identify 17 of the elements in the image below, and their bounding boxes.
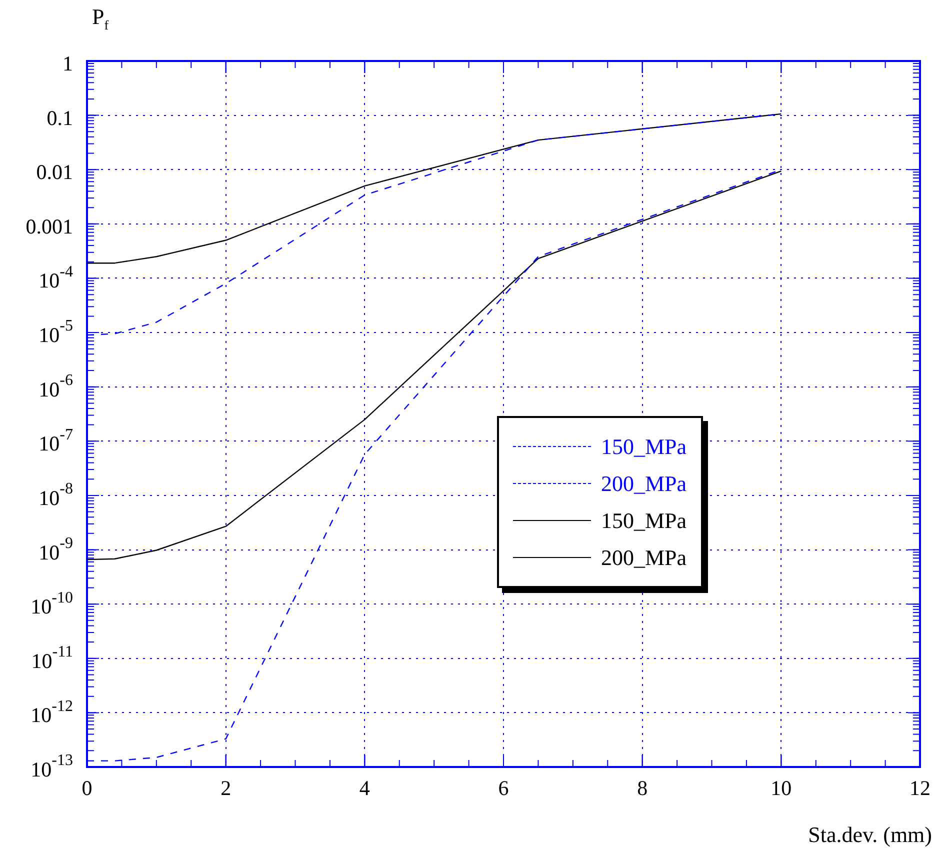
y-tick-label: 0.01 [36,160,73,184]
x-tick-label: 4 [359,776,370,800]
x-tick-label: 0 [82,776,92,800]
legend-label: 200_MPa [601,470,687,496]
y-tick-label: 0.1 [46,106,73,130]
y-tick-label: 0.001 [26,214,73,238]
x-tick-label: 6 [498,776,509,800]
x-tick-label: 8 [637,776,648,800]
y-axis-title: P$_{f}$ [92,4,109,34]
x-tick-label: 10 [770,776,792,800]
x-tick-label: 12 [910,776,930,800]
x-tick-label: 2 [220,776,232,800]
y-tick-label: 1 [62,52,73,76]
x-axis-title: Sta.dev. (mm) [808,822,932,848]
legend-label: 200_MPa [601,544,687,570]
legend-label: 150_MPa [601,434,687,460]
legend-label: 150_MPa [601,508,687,534]
